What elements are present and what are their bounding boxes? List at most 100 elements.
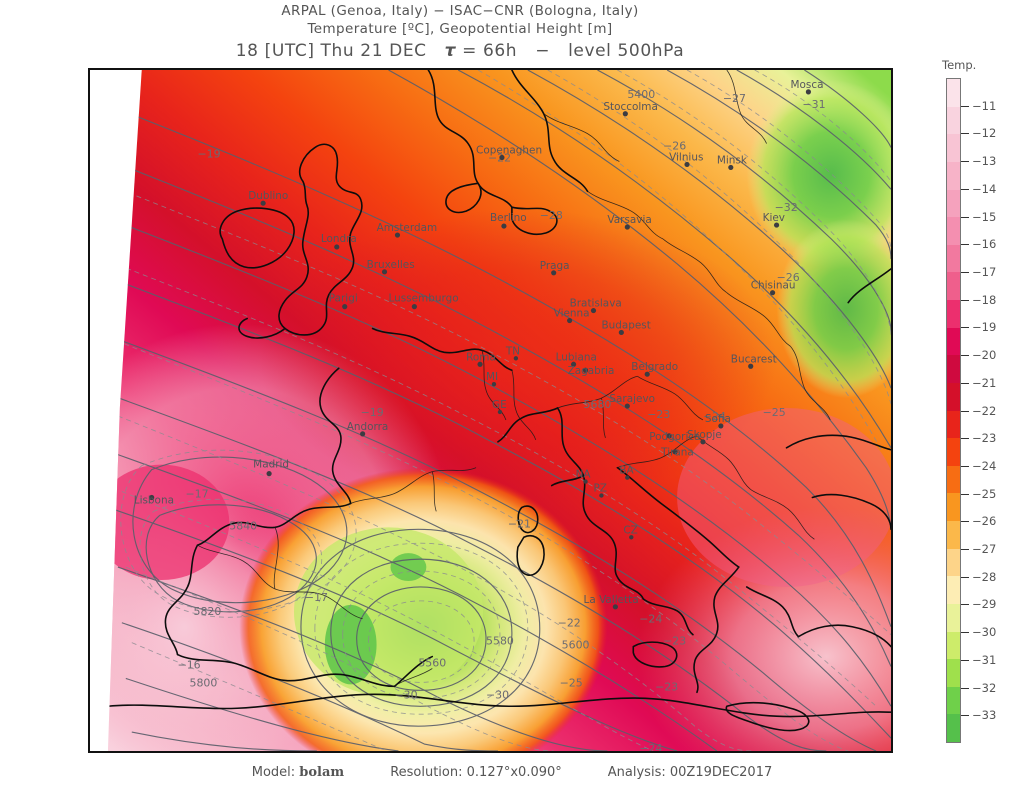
svg-text:Skopje: Skopje (687, 429, 722, 441)
colorbar-segment (947, 521, 960, 549)
svg-text:5800: 5800 (190, 676, 218, 689)
colorbar-tick-label: −23 (972, 431, 997, 446)
svg-text:Vienna: Vienna (554, 308, 590, 320)
colorbar-segment (947, 493, 960, 521)
svg-text:5840: 5840 (229, 519, 257, 532)
svg-text:Parigi: Parigi (329, 293, 358, 305)
colorbar-segment (947, 631, 960, 660)
colorbar-tick (961, 327, 969, 329)
colorbar-tick-label: −24 (972, 458, 997, 473)
svg-text:La Valletta: La Valletta (584, 594, 639, 606)
svg-text:−19: −19 (361, 406, 384, 419)
colorbar-segment (947, 548, 960, 577)
colorbar-tick-label: −20 (972, 348, 997, 363)
svg-text:−22: −22 (558, 617, 581, 630)
colorbar-tick (961, 576, 969, 578)
svg-text:Varsavia: Varsavia (607, 214, 651, 226)
resolution-value: 0.127°x0.090° (466, 765, 562, 780)
colorbar-segment (947, 410, 960, 439)
analysis-value: 00Z19DEC2017 (669, 765, 773, 780)
colorbar-tick-label: −29 (972, 597, 997, 612)
colorbar-tick (961, 632, 969, 634)
colorbar-tick (961, 105, 969, 107)
colorbar-tick-label: −16 (972, 237, 997, 252)
city-labels: Dublino Londra Amsterdam Bruxelles Parig… (134, 79, 824, 610)
colorbar-tick-label: −19 (972, 320, 997, 335)
colorbar-tick (961, 133, 969, 135)
svg-text:−25: −25 (763, 406, 786, 419)
colorbar-segment (947, 134, 960, 162)
svg-text:Bratislava: Bratislava (570, 298, 622, 310)
svg-text:CZ: CZ (623, 524, 637, 536)
svg-text:−25: −25 (560, 676, 583, 689)
institution-line: ARPAL (Genoa, Italy) − ISAC−CNR (Bologna… (281, 3, 639, 19)
svg-text:−32: −32 (775, 201, 798, 214)
colorbar-segment (947, 217, 960, 245)
svg-text:Dublino: Dublino (248, 190, 288, 202)
tau-symbol: τ (444, 41, 457, 61)
svg-text:−30: −30 (394, 688, 417, 701)
colorbar-segment (947, 438, 960, 466)
svg-text:PZ: PZ (593, 483, 606, 495)
map-canvas: −19 −19 −16 −17 −17 5840 5820 5800 5680 … (107, 70, 891, 751)
svg-text:5600: 5600 (562, 639, 590, 652)
title-dash: − (535, 41, 551, 61)
validity-line: 18 [UTC] Thu 21 DEC τ = 66h − level 500h… (0, 41, 920, 61)
svg-text:Bucarest: Bucarest (731, 353, 777, 365)
svg-text:−27: −27 (723, 92, 746, 105)
svg-text:Copenaghen: Copenaghen (476, 145, 542, 157)
svg-text:Tirana: Tirana (660, 447, 694, 459)
colorbar-tick (961, 493, 969, 495)
colorbar-tick-label: −13 (972, 154, 997, 169)
svg-text:−26: −26 (777, 271, 800, 284)
warm-tongue-levant (637, 507, 891, 751)
colorbar-tick (961, 188, 969, 190)
svg-text:BA: BA (619, 465, 634, 477)
colorbar-tick-label: −26 (972, 514, 997, 529)
weather-map-panel[interactable]: −19 −19 −16 −17 −17 5840 5820 5800 5680 … (88, 68, 893, 753)
colorbar-gradient (946, 78, 961, 743)
colorbar-segment (947, 189, 960, 218)
chart-header: ARPAL (Genoa, Italy) − ISAC−CNR (Bologna… (0, 0, 920, 61)
colorbar-tick (961, 271, 969, 273)
colorbar-tick-label: −30 (972, 625, 997, 640)
warm-tongue-aegean (677, 408, 891, 587)
cold-low-inner (293, 527, 484, 697)
svg-text:−16: −16 (178, 658, 201, 671)
tau-value: = 66h (462, 41, 518, 61)
svg-text:−23: −23 (655, 680, 678, 693)
svg-text:−30: −30 (486, 688, 509, 701)
colorbar-tick (961, 299, 969, 301)
field-description-line: Temperature [ºC], Geopotential Height [m… (307, 21, 613, 37)
svg-text:Londra: Londra (321, 233, 357, 245)
svg-text:NA: NA (576, 469, 592, 481)
analysis-label: Analysis: (607, 765, 666, 780)
svg-text:Amsterdam: Amsterdam (377, 222, 438, 234)
colorbar-tick (961, 549, 969, 551)
colorbar-segment (947, 382, 960, 411)
colorbar-segment (947, 106, 960, 135)
colorbar-segment (947, 244, 960, 273)
warm-core-16c (107, 464, 230, 581)
svg-text:Mosca: Mosca (791, 79, 824, 91)
svg-text:Kiev: Kiev (763, 212, 785, 224)
colorbar-segment (947, 355, 960, 383)
colorbar-tick-label: −11 (972, 98, 997, 113)
svg-text:Lisbona: Lisbona (134, 494, 174, 506)
svg-text:−28: −28 (540, 209, 563, 222)
cold-pool-russia (746, 79, 891, 269)
level-label: level 500hPa (568, 41, 685, 61)
colorbar-tick-label: −22 (972, 403, 997, 418)
colorbar-segment (947, 686, 960, 715)
colorbar-segment (947, 465, 960, 494)
colorbar-tick (961, 521, 969, 523)
colorbar-tick (961, 687, 969, 689)
cold-low-core-b (390, 553, 427, 581)
colorbar-tick-label: −12 (972, 126, 997, 141)
svg-text:Minsk: Minsk (717, 154, 748, 166)
colorbar-tick-label: −21 (972, 375, 997, 390)
colorbar-tick-label: −31 (972, 652, 997, 667)
svg-text:5680: 5680 (584, 398, 612, 411)
svg-text:5400: 5400 (627, 88, 655, 101)
colorbar-ticks: −11 −12 −13 −14 −15 −16 −17 −18 −19 −20 −21 −22 −23 −… (946, 78, 1024, 743)
